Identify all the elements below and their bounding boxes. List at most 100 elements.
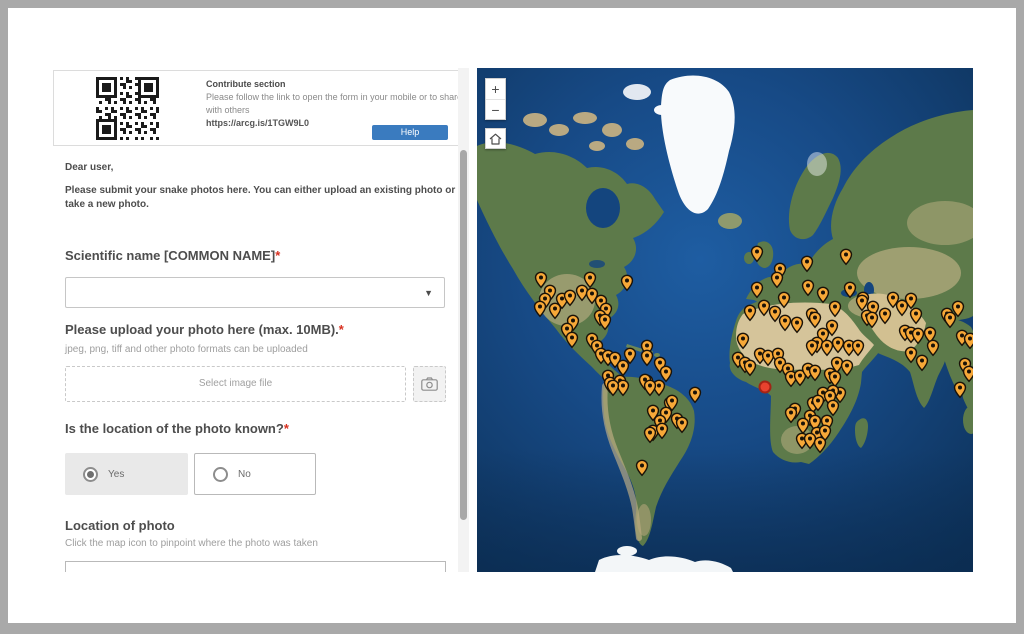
take-photo-button[interactable] (413, 366, 446, 402)
map-pin[interactable] (843, 281, 857, 299)
select-image-file-button[interactable]: Select image file (65, 366, 406, 402)
location-known-label: Is the location of the photo known?* (65, 421, 289, 436)
map-pin[interactable] (820, 339, 833, 357)
map-pin[interactable] (826, 399, 840, 417)
map-pin[interactable] (623, 347, 636, 365)
map-pin[interactable] (905, 292, 918, 310)
map-pin[interactable] (802, 279, 815, 297)
map-pin[interactable] (912, 327, 925, 345)
greeting-text: Dear user, (65, 162, 114, 173)
map-pin[interactable] (852, 339, 865, 357)
map-pin[interactable] (635, 459, 648, 477)
map-pin[interactable] (803, 433, 816, 450)
map-pin[interactable] (608, 351, 622, 369)
map-pin-layer (477, 68, 973, 572)
map-pin[interactable] (617, 379, 630, 397)
map-pin[interactable] (564, 289, 577, 307)
map-pin[interactable] (808, 311, 821, 328)
home-button[interactable] (485, 128, 506, 149)
form-scrollbar-track[interactable] (458, 68, 469, 572)
map-pin[interactable] (575, 284, 588, 302)
map-pin[interactable] (831, 336, 845, 354)
location-of-photo-label: Location of photo (65, 518, 175, 533)
location-input-partial[interactable] (65, 561, 446, 572)
contribute-text: Contribute section Please follow the lin… (206, 79, 468, 128)
map-pin[interactable] (583, 271, 597, 289)
map-pin[interactable] (751, 281, 764, 299)
map-pin[interactable] (817, 286, 830, 304)
location-known-option-yes[interactable]: Yes (65, 453, 188, 495)
map-pin[interactable] (689, 386, 702, 403)
radio-selected-icon (83, 466, 98, 482)
map-pin[interactable] (675, 416, 689, 434)
map-pin[interactable] (757, 299, 771, 317)
map-pin[interactable] (879, 308, 892, 325)
zoom-in-button[interactable]: + (486, 79, 505, 100)
map-pin[interactable] (535, 271, 548, 289)
contribute-card: Contribute section Please follow the lin… (53, 70, 465, 146)
map-pin[interactable] (895, 299, 908, 317)
map-pin[interactable] (640, 349, 653, 367)
map-pin[interactable] (533, 300, 547, 318)
map-pin[interactable] (808, 364, 821, 382)
map-pin[interactable] (607, 379, 620, 397)
map-pin[interactable] (750, 246, 763, 263)
contribute-url[interactable]: https://arcg.is/1TGW9L0 (206, 118, 310, 129)
map-pin[interactable] (643, 426, 657, 444)
map-pin[interactable] (801, 255, 814, 273)
map-pin[interactable] (778, 314, 792, 332)
map-pin[interactable] (865, 311, 878, 328)
map-pin[interactable] (963, 332, 973, 350)
map-pin[interactable] (915, 354, 929, 372)
map-pin[interactable] (777, 291, 790, 309)
map-pin[interactable] (660, 366, 673, 383)
map-pin[interactable] (953, 381, 967, 398)
map-pin[interactable] (665, 394, 679, 412)
map-pin[interactable] (828, 300, 842, 318)
form-scrollbar-thumb[interactable] (460, 150, 467, 520)
map-pin[interactable] (598, 313, 612, 330)
map-pin[interactable] (812, 394, 825, 412)
photo-upload-label: Please upload your photo here (max. 10MB… (65, 322, 344, 337)
map-pin[interactable] (790, 316, 804, 333)
map-pin[interactable] (768, 306, 782, 323)
map-pin[interactable] (770, 271, 783, 289)
map-pin[interactable] (839, 248, 853, 265)
map-pin[interactable] (743, 359, 756, 377)
map-pin[interactable] (643, 379, 657, 397)
map-pin[interactable] (943, 311, 957, 328)
map-pin[interactable] (620, 274, 633, 292)
help-button[interactable]: Help (372, 125, 448, 140)
camera-icon (421, 377, 438, 391)
scientific-name-select[interactable]: ▼ (65, 277, 445, 308)
map-canvas[interactable]: + − (477, 68, 973, 572)
photo-upload-hint: jpeg, png, tiff and other photo formats … (65, 344, 308, 355)
map-pin[interactable] (617, 359, 630, 377)
map-pin[interactable] (585, 287, 598, 305)
map-pin[interactable] (840, 359, 853, 377)
map-pin[interactable] (951, 300, 965, 318)
map-pin[interactable] (927, 339, 940, 357)
home-icon (489, 133, 502, 145)
map-pin[interactable] (655, 422, 668, 440)
required-asterisk: * (338, 322, 344, 337)
map-pin[interactable] (737, 332, 750, 350)
map-pin[interactable] (548, 303, 562, 320)
map-pin[interactable] (910, 308, 923, 325)
zoom-out-button[interactable]: − (491, 102, 500, 118)
map-pin[interactable] (962, 366, 973, 383)
map-pin[interactable] (785, 406, 798, 424)
map-pin[interactable] (855, 294, 869, 312)
location-known-option-no[interactable]: No (194, 453, 316, 495)
intro-text: Please submit your snake photos here. Yo… (65, 185, 456, 210)
map-pin[interactable] (805, 339, 818, 357)
scientific-name-label: Scientific name [COMMON NAME]* (65, 248, 281, 263)
map-pin[interactable] (565, 331, 578, 349)
chevron-down-icon: ▼ (424, 288, 433, 298)
map-pin[interactable] (743, 304, 756, 322)
map-pin[interactable] (955, 329, 968, 347)
required-asterisk: * (275, 248, 281, 263)
map-pin[interactable] (814, 436, 827, 453)
map-pin[interactable] (905, 346, 918, 364)
